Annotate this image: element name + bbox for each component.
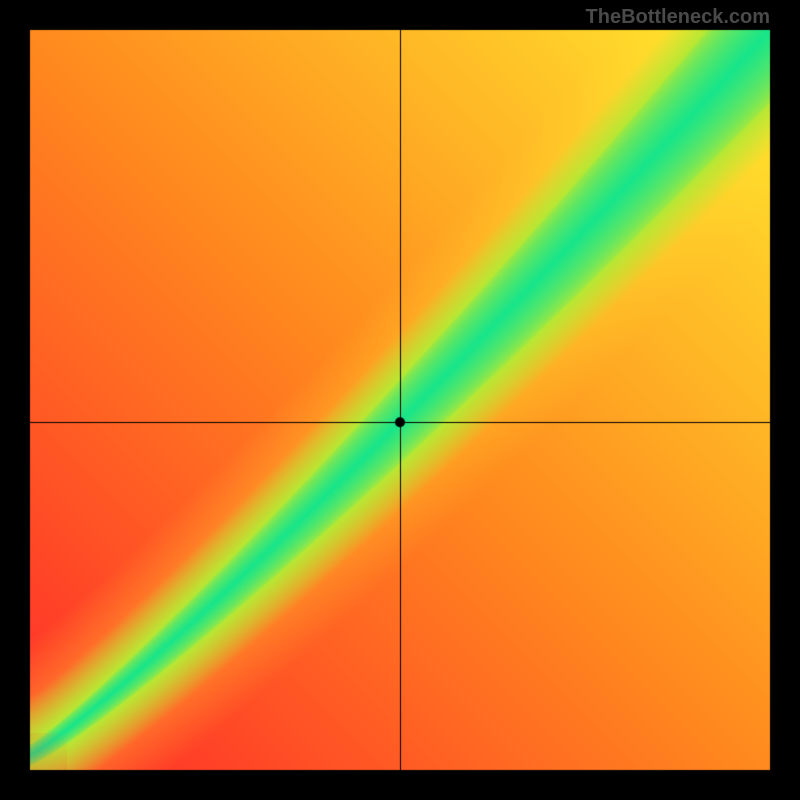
watermark: TheBottleneck.com [586,6,770,29]
bottleneck-heatmap [0,0,800,800]
